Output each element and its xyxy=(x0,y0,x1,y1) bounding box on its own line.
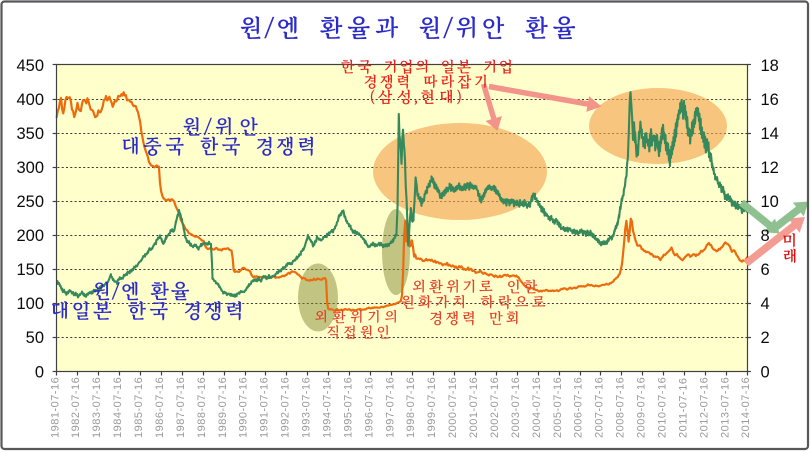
svg-text:1989-07-16: 1989-07-16 xyxy=(217,377,229,438)
svg-text:2006-07-16: 2006-07-16 xyxy=(573,377,585,438)
svg-text:2003-07-16: 2003-07-16 xyxy=(510,377,522,438)
svg-text:2008-07-16: 2008-07-16 xyxy=(615,377,627,438)
svg-text:1986-07-16: 1986-07-16 xyxy=(154,377,166,438)
svg-text:2: 2 xyxy=(761,329,770,347)
svg-text:1992-07-16: 1992-07-16 xyxy=(280,377,292,438)
svg-text:1984-07-16: 1984-07-16 xyxy=(112,377,124,438)
svg-text:1998-07-16: 1998-07-16 xyxy=(405,377,417,438)
svg-text:400: 400 xyxy=(16,91,44,109)
svg-text:6: 6 xyxy=(761,261,770,279)
svg-text:1993-07-16: 1993-07-16 xyxy=(301,377,313,438)
svg-text:1981-07-16: 1981-07-16 xyxy=(49,377,61,438)
svg-text:1996-07-16: 1996-07-16 xyxy=(363,377,375,438)
svg-text:2011-07-16: 2011-07-16 xyxy=(677,378,689,438)
svg-text:4: 4 xyxy=(761,295,770,313)
svg-text:1982-07-16: 1982-07-16 xyxy=(70,377,82,438)
svg-text:1999-07-16: 1999-07-16 xyxy=(426,377,438,438)
svg-text:12: 12 xyxy=(761,159,779,177)
svg-text:1985-07-16: 1985-07-16 xyxy=(133,377,145,438)
svg-text:350: 350 xyxy=(16,125,44,143)
svg-text:2001-07-16: 2001-07-16 xyxy=(468,377,480,438)
svg-text:1987-07-16: 1987-07-16 xyxy=(175,377,187,438)
svg-text:2013-07-16: 2013-07-16 xyxy=(719,377,731,438)
svg-text:150: 150 xyxy=(16,261,44,279)
svg-text:1995-07-16: 1995-07-16 xyxy=(342,377,354,438)
svg-text:250: 250 xyxy=(16,193,44,211)
svg-text:1991-07-16: 1991-07-16 xyxy=(259,377,271,438)
svg-text:50: 50 xyxy=(26,329,44,347)
svg-text:100: 100 xyxy=(16,295,44,313)
svg-text:18: 18 xyxy=(761,57,779,75)
svg-text:1994-07-16: 1994-07-16 xyxy=(322,377,334,438)
svg-text:16: 16 xyxy=(761,91,779,109)
svg-text:200: 200 xyxy=(16,227,44,245)
svg-text:2009-07-16: 2009-07-16 xyxy=(636,377,648,438)
svg-text:2004-07-16: 2004-07-16 xyxy=(531,377,543,438)
svg-text:1990-07-16: 1990-07-16 xyxy=(238,377,250,438)
svg-text:2002-07-16: 2002-07-16 xyxy=(489,377,501,438)
svg-text:2005-07-16: 2005-07-16 xyxy=(552,377,564,438)
svg-text:2012-07-16: 2012-07-16 xyxy=(698,377,710,438)
svg-text:0: 0 xyxy=(35,363,44,381)
svg-text:1997-07-16: 1997-07-16 xyxy=(384,377,396,438)
svg-text:2007-07-16: 2007-07-16 xyxy=(594,377,606,438)
svg-text:300: 300 xyxy=(16,159,44,177)
svg-text:0: 0 xyxy=(761,363,770,381)
svg-text:450: 450 xyxy=(16,57,44,75)
svg-text:2010-07-16: 2010-07-16 xyxy=(657,377,669,438)
svg-text:2014-07-16: 2014-07-16 xyxy=(740,377,752,438)
svg-text:8: 8 xyxy=(761,227,770,245)
svg-text:2000-07-16: 2000-07-16 xyxy=(447,377,459,438)
svg-text:1988-07-16: 1988-07-16 xyxy=(196,377,208,438)
svg-text:10: 10 xyxy=(761,193,779,211)
svg-text:14: 14 xyxy=(761,125,779,143)
svg-text:1983-07-16: 1983-07-16 xyxy=(91,377,103,438)
